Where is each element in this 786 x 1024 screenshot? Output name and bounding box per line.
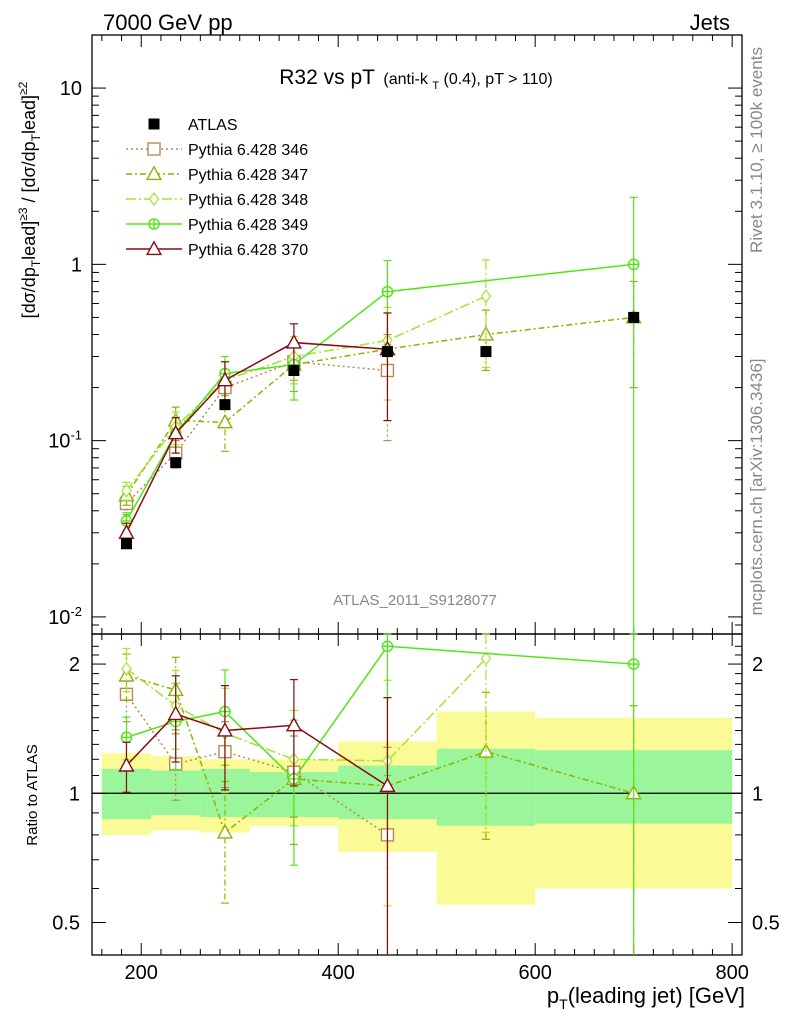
ratio-bands: [92, 711, 742, 905]
data-point: [381, 640, 394, 653]
legend-item: Pythia 6.428 348: [126, 192, 308, 209]
x-tick-label: 800: [715, 962, 748, 984]
legend-item: Pythia 6.428 347: [126, 165, 308, 184]
data-point: [147, 142, 161, 156]
data-point: [167, 424, 184, 440]
legend-label: Pythia 6.428 346: [188, 142, 308, 159]
ratio-y-tick-label-right: 1: [752, 783, 763, 805]
data-point: [628, 311, 640, 323]
series-line: [125, 341, 388, 534]
data-point: [627, 258, 640, 271]
ratio-y-axis-label: Ratio to ATLAS: [24, 744, 41, 845]
x-tick-label: 600: [518, 962, 551, 984]
chart-title: R32 vs pT (anti-k T (0.4), pT > 110): [279, 66, 553, 93]
data-point: [216, 823, 234, 839]
data-point: [480, 346, 492, 358]
series-layer: [118, 196, 642, 955]
analysis-id-label: ATLAS_2011_S9128077: [333, 592, 497, 609]
series-line: [125, 361, 388, 505]
data-point: [288, 364, 300, 376]
data-point: [121, 483, 132, 498]
data-point: [381, 346, 393, 358]
mcplots-label: mcplots.cern.ch [arXiv:1306.3436]: [747, 358, 766, 615]
data-point: [145, 240, 163, 256]
series-line: [125, 316, 634, 496]
rivet-label: Rivet 3.1.10, ≥ 100k events: [747, 47, 766, 253]
data-point: [627, 658, 640, 670]
legend-item: Pythia 6.428 346: [126, 142, 308, 159]
series-pythia-6-428-346: [119, 333, 395, 955]
ratio-series-line: [126, 645, 634, 781]
y-tick-label: 10: [60, 78, 82, 100]
data-point: [480, 651, 492, 666]
data-point: [120, 731, 133, 744]
main-y-axis-label: [dσ/dpTlead]≥3 / [dσ/dpTlead]≥2: [16, 81, 43, 318]
legend-label: Pythia 6.428 348: [188, 192, 308, 209]
data-point: [216, 371, 234, 387]
legend-label: Pythia 6.428 370: [188, 242, 308, 259]
header-energy-label: 7000 GeV pp: [103, 10, 233, 35]
data-point: [285, 333, 302, 349]
data-point: [120, 538, 132, 550]
data-point: [145, 165, 163, 181]
legend-item: Pythia 6.428 349: [126, 217, 308, 234]
ratio-y-tick-label: 0.5: [52, 912, 80, 934]
series-pythia-6-428-370: [118, 312, 396, 955]
x-tick-label: 400: [322, 962, 355, 984]
data-point: [216, 413, 234, 429]
ratio-y-tick-label: 2: [69, 654, 80, 676]
data-point: [118, 524, 135, 539]
data-point: [121, 661, 132, 676]
legend-label: ATLAS: [188, 117, 238, 134]
data-point: [480, 289, 492, 304]
x-tick-label: 200: [125, 962, 158, 984]
data-point: [118, 756, 135, 772]
x-axis-label: pT(leading jet) [GeV]: [547, 983, 745, 1012]
legend: ATLAS Pythia 6.428 346 Pythia 6.428 347 Pyt…: [126, 117, 308, 259]
data-point: [167, 705, 184, 721]
ratio-y-tick-label-right: 2: [752, 654, 763, 676]
data-point: [148, 218, 160, 230]
series-atlas: [120, 311, 640, 550]
ratio-y-tick-label: 1: [69, 783, 80, 805]
data-point: [219, 399, 231, 411]
header-jets-label: Jets: [690, 10, 730, 35]
ratio-y-tick-label-right: 0.5: [752, 912, 780, 934]
legend-label: Pythia 6.428 347: [188, 167, 308, 184]
y-tick-label: 10-1: [48, 428, 82, 453]
data-point: [148, 192, 160, 206]
ratio-series-line: [126, 658, 487, 762]
data-point: [148, 118, 160, 130]
y-tick-label: 10-2: [48, 604, 82, 629]
data-point: [381, 285, 394, 298]
legend-item: ATLAS: [148, 117, 238, 134]
axes-frames: 200 400 600 800 10-2 10-1 1 10 0.5 0.5 1 1 2 2: [48, 34, 780, 984]
legend-label: Pythia 6.428 349: [188, 217, 308, 234]
y-tick-label: 1: [71, 254, 82, 276]
legend-item: Pythia 6.428 370: [126, 240, 308, 259]
data-point: [285, 716, 302, 732]
data-point: [216, 721, 234, 737]
data-point: [170, 457, 182, 469]
data-point: [379, 777, 396, 793]
series-line: [125, 263, 634, 522]
